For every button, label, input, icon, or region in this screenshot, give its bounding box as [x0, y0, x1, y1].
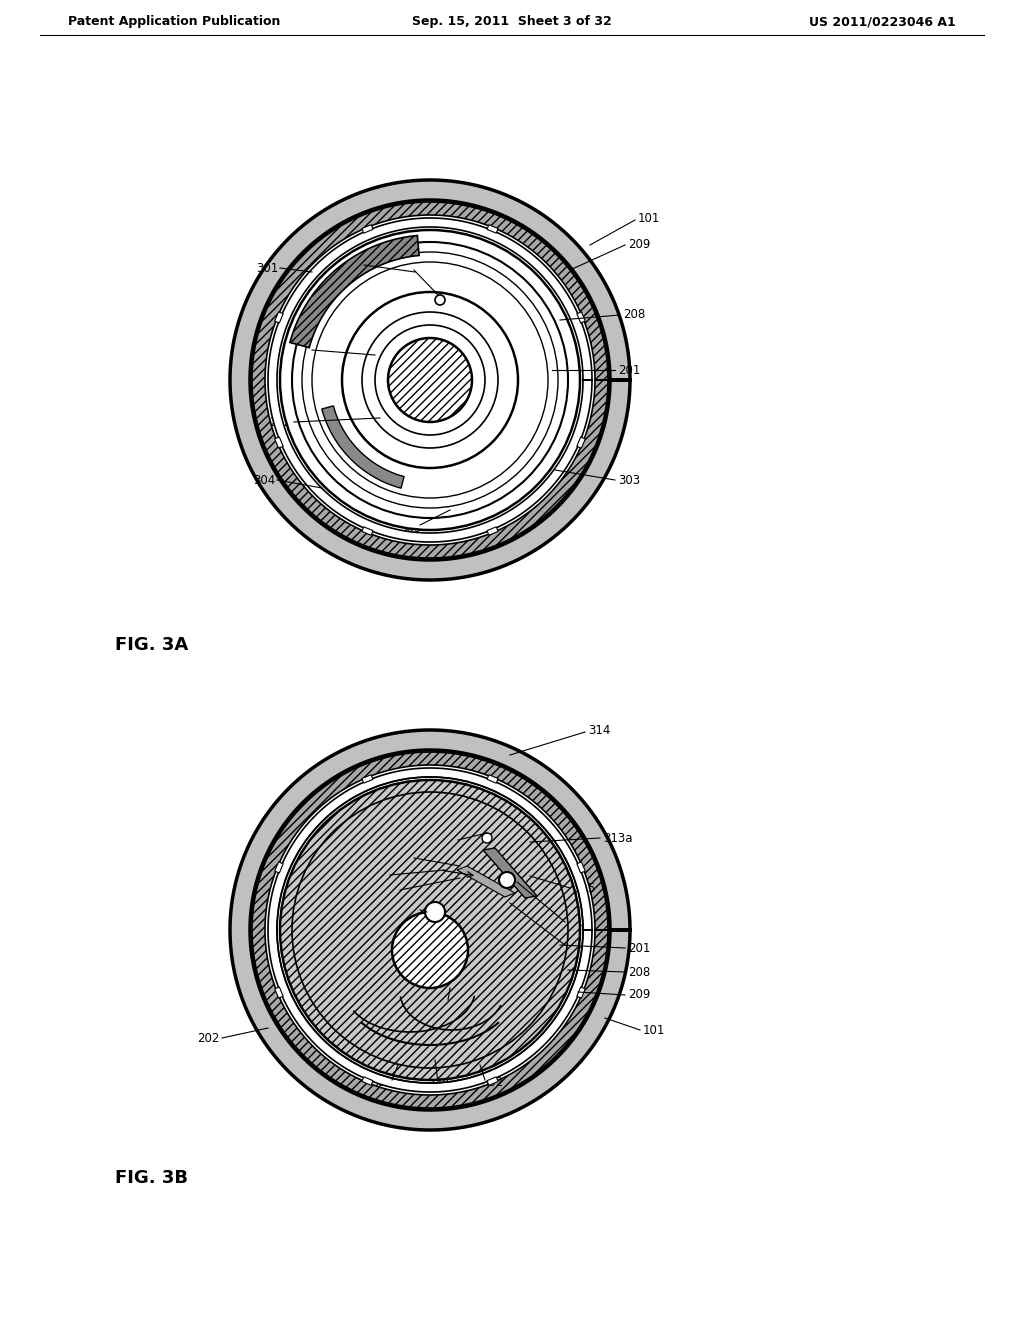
Text: 314: 314	[588, 723, 610, 737]
Text: US 2011/0223046 A1: US 2011/0223046 A1	[809, 16, 956, 29]
Text: 312: 312	[376, 883, 398, 896]
Text: 301: 301	[256, 261, 278, 275]
Text: 313: 313	[366, 869, 388, 882]
Circle shape	[375, 325, 485, 436]
Text: 102: 102	[427, 995, 450, 1008]
Polygon shape	[361, 224, 373, 234]
Polygon shape	[274, 862, 284, 873]
Polygon shape	[322, 405, 404, 488]
Text: Patent Application Publication: Patent Application Publication	[68, 16, 281, 29]
Text: 201: 201	[628, 941, 650, 954]
Polygon shape	[577, 987, 586, 998]
Text: 302: 302	[481, 1076, 503, 1089]
Text: 316: 316	[449, 832, 470, 845]
Text: 313b: 313b	[382, 851, 412, 865]
Circle shape	[280, 780, 580, 1080]
Text: 101: 101	[638, 211, 660, 224]
Text: 102: 102	[288, 343, 310, 356]
Text: 310: 310	[568, 939, 590, 952]
Text: 201: 201	[618, 363, 640, 376]
Circle shape	[280, 230, 580, 531]
Text: FIG. 3B: FIG. 3B	[115, 1170, 188, 1187]
Polygon shape	[457, 866, 515, 898]
Text: 302: 302	[340, 259, 362, 272]
Text: 232: 232	[269, 416, 292, 429]
Polygon shape	[274, 987, 284, 998]
Polygon shape	[487, 527, 498, 536]
Circle shape	[499, 873, 515, 888]
Text: 320: 320	[427, 1078, 450, 1092]
Polygon shape	[274, 437, 284, 449]
Polygon shape	[268, 768, 592, 1092]
Circle shape	[392, 912, 468, 987]
Text: 304: 304	[253, 474, 275, 487]
Polygon shape	[230, 180, 630, 579]
Polygon shape	[361, 775, 373, 783]
Polygon shape	[577, 862, 586, 873]
Text: 101: 101	[643, 1023, 666, 1036]
Text: 313a: 313a	[603, 832, 633, 845]
Polygon shape	[577, 312, 586, 323]
Polygon shape	[268, 218, 592, 543]
Circle shape	[342, 292, 518, 469]
Text: Sep. 15, 2011  Sheet 3 of 32: Sep. 15, 2011 Sheet 3 of 32	[412, 16, 612, 29]
Polygon shape	[487, 224, 498, 234]
Circle shape	[362, 312, 498, 447]
Circle shape	[302, 252, 558, 508]
Polygon shape	[274, 312, 284, 323]
Polygon shape	[361, 527, 373, 536]
Text: 301: 301	[395, 903, 418, 916]
Text: 208: 208	[628, 965, 650, 978]
Text: 209: 209	[628, 239, 650, 252]
Circle shape	[482, 833, 492, 843]
Text: 311: 311	[568, 916, 591, 928]
Polygon shape	[487, 1077, 498, 1085]
Polygon shape	[577, 437, 586, 449]
Text: 208: 208	[623, 309, 645, 322]
Text: 305: 305	[399, 521, 421, 535]
Text: 209: 209	[628, 989, 650, 1002]
Text: 315: 315	[573, 882, 595, 895]
Polygon shape	[252, 202, 608, 558]
Circle shape	[425, 902, 445, 921]
Polygon shape	[252, 752, 608, 1107]
Circle shape	[435, 294, 445, 305]
Polygon shape	[487, 775, 498, 783]
Polygon shape	[290, 235, 419, 347]
Text: 321: 321	[371, 1076, 393, 1089]
Circle shape	[388, 338, 472, 422]
Circle shape	[312, 261, 548, 498]
Text: FIG. 3A: FIG. 3A	[115, 636, 188, 653]
Polygon shape	[230, 730, 630, 1130]
Text: 105: 105	[390, 264, 412, 276]
Circle shape	[292, 242, 568, 517]
Text: 202: 202	[198, 1031, 220, 1044]
Polygon shape	[483, 847, 537, 898]
Text: 303: 303	[618, 474, 640, 487]
Polygon shape	[361, 1077, 373, 1085]
